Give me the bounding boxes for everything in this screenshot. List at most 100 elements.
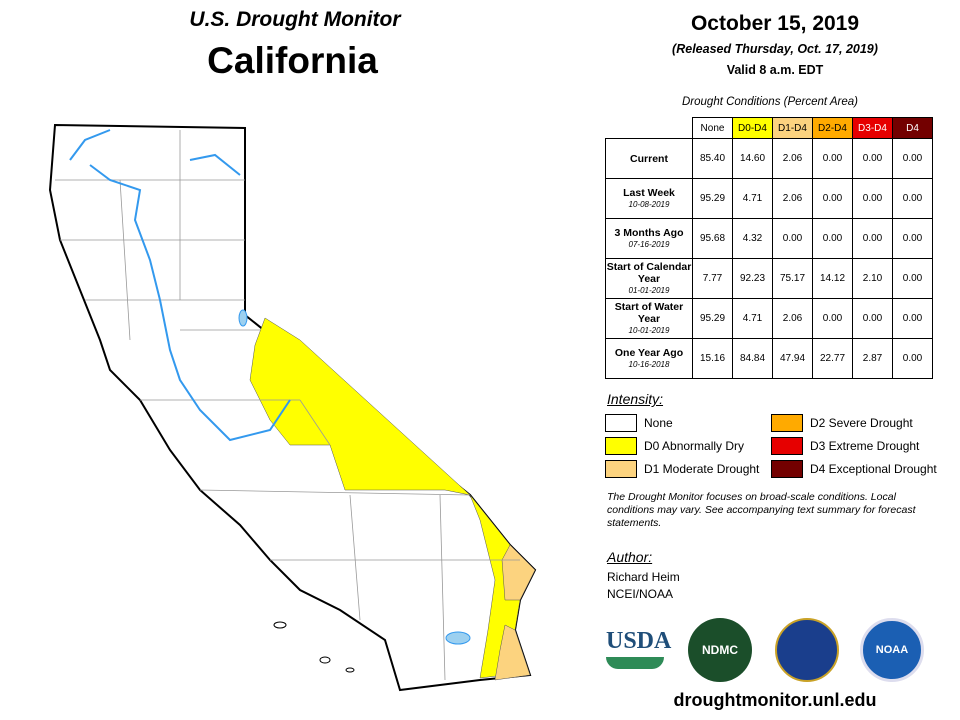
logo-commerce xyxy=(775,618,839,682)
legend-label: None xyxy=(644,416,673,430)
river xyxy=(69,129,291,442)
row-label: Start of Water Year 10-01-2019 xyxy=(605,298,693,339)
row-name: Current xyxy=(630,152,668,165)
map-layer xyxy=(48,123,537,692)
header-row: None D0-D4 D1-D4 D2-D4 D3-D4 D4 xyxy=(606,117,933,139)
table-row: One Year Ago 10-16-2018 15.16 84.84 47.94 22.… xyxy=(605,338,933,379)
logo-noaa: NOAA xyxy=(860,618,924,682)
cell-value: 2.87 xyxy=(852,338,893,379)
author-org: NCEI/NOAA xyxy=(607,587,674,601)
corner xyxy=(606,118,693,139)
legend-item: D3 Extreme Drought xyxy=(771,437,919,455)
table-row: Start of Calendar Year 01-01-2019 7.77 92.2… xyxy=(605,258,933,299)
cell-value: 75.17 xyxy=(772,258,813,299)
row-date: 01-01-2019 xyxy=(628,285,670,295)
legend-label: D1 Moderate Drought xyxy=(644,462,760,476)
islands xyxy=(273,621,355,673)
released: (Released Thursday, Oct. 17, 2019) xyxy=(672,42,878,56)
legend-item: D1 Moderate Drought xyxy=(605,460,759,478)
cell-value: 0.00 xyxy=(852,178,893,219)
map xyxy=(48,123,537,692)
cell-value: 0.00 xyxy=(892,258,933,299)
row-label: 3 Months Ago 07-16-2019 xyxy=(605,218,693,259)
cell-value: 92.23 xyxy=(732,258,773,299)
cell-value: 84.84 xyxy=(732,338,773,379)
table-caption: Drought Conditions (Percent Area) xyxy=(682,96,858,108)
row-label: Start of Calendar Year 01-01-2019 xyxy=(605,258,693,299)
cell-value: 0.00 xyxy=(892,138,933,179)
salton-sea xyxy=(445,631,471,645)
legend-title: Intensity: xyxy=(607,391,664,407)
logo-ndmc: NDMC xyxy=(688,618,752,682)
row-label: Current xyxy=(605,138,693,179)
legend-swatch xyxy=(771,437,803,455)
legend-swatch xyxy=(771,460,803,478)
cell-value: 0.00 xyxy=(892,338,933,379)
cell-value: 2.06 xyxy=(772,298,813,339)
d1-area xyxy=(494,624,531,681)
site-url[interactable]: droughtmonitor.unl.edu xyxy=(673,690,877,710)
row-label: Last Week 10-08-2019 xyxy=(605,178,693,219)
valid: Valid 8 a.m. EDT xyxy=(726,63,824,77)
cell-value: 7.77 xyxy=(692,258,733,299)
title: U.S. Drought Monitor xyxy=(189,8,401,31)
row-date: 10-01-2019 xyxy=(628,325,670,335)
cell-value: 95.29 xyxy=(692,298,733,339)
island xyxy=(345,667,355,673)
river xyxy=(189,153,241,176)
cell-value: 0.00 xyxy=(812,178,853,219)
cell-value: 47.94 xyxy=(772,338,813,379)
row-date: 10-16-2018 xyxy=(628,359,670,369)
column-header: D4 xyxy=(892,117,933,139)
row-label: One Year Ago 10-16-2018 xyxy=(605,338,693,379)
cell-value: 0.00 xyxy=(852,138,893,179)
legend-label: D2 Severe Drought xyxy=(810,416,913,430)
legend-swatch xyxy=(605,437,637,455)
county-lines xyxy=(55,130,520,681)
author-title: Author: xyxy=(607,549,653,565)
legend-swatch xyxy=(605,460,637,478)
conditions-table: None D0-D4 D1-D4 D2-D4 D3-D4 D4 Current 85.40 14… xyxy=(605,117,933,379)
cell-value: 14.60 xyxy=(732,138,773,179)
row-date: 07-16-2019 xyxy=(628,239,670,249)
cell-value: 14.12 xyxy=(812,258,853,299)
cell-value: 15.16 xyxy=(692,338,733,379)
column-header: D1-D4 xyxy=(772,117,813,139)
cell-value: 2.06 xyxy=(772,138,813,179)
row-name: Last Week xyxy=(623,186,675,199)
cell-value: 95.68 xyxy=(692,218,733,259)
row-date: 10-08-2019 xyxy=(628,199,670,209)
logo-usda: USDA xyxy=(606,628,672,654)
row-name: One Year Ago xyxy=(614,346,684,359)
cell-value: 0.00 xyxy=(892,218,933,259)
cell-value: 4.71 xyxy=(732,178,773,219)
cell-value: 0.00 xyxy=(812,218,853,259)
legend-item: D2 Severe Drought xyxy=(771,414,913,432)
cell-value: 22.77 xyxy=(812,338,853,379)
county-line xyxy=(55,130,520,681)
cell-value: 0.00 xyxy=(852,218,893,259)
author-name: Richard Heim xyxy=(607,570,680,584)
row-name: 3 Months Ago xyxy=(614,226,684,239)
column-header: D0-D4 xyxy=(732,117,773,139)
cell-value: 0.00 xyxy=(772,218,813,259)
legend-item: D4 Exceptional Drought xyxy=(771,460,937,478)
row-name: Start of Calendar Year xyxy=(606,260,692,285)
island xyxy=(273,621,287,629)
column-header: None xyxy=(692,117,733,139)
column-header: D3-D4 xyxy=(852,117,893,139)
row-name: Start of Water Year xyxy=(614,300,684,325)
legend-item: D0 Abnormally Dry xyxy=(605,437,744,455)
table-row: Start of Water Year 10-01-2019 95.29 4.71 2.… xyxy=(605,298,933,339)
cell-value: 4.71 xyxy=(732,298,773,339)
note: The Drought Monitor focuses on broad-sca… xyxy=(607,491,916,529)
table-row: Current 85.40 14.60 2.06 0.00 0.00 0.00 xyxy=(605,138,933,179)
date: October 15, 2019 xyxy=(690,12,860,35)
island xyxy=(319,656,331,664)
cell-value: 0.00 xyxy=(812,138,853,179)
cell-value: 95.29 xyxy=(692,178,733,219)
cell-value: 0.00 xyxy=(812,298,853,339)
lake-tahoe xyxy=(238,309,248,327)
cell-value: 4.32 xyxy=(732,218,773,259)
